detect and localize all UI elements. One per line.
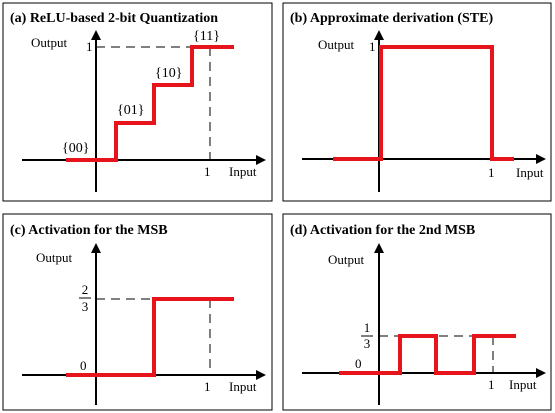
panel-b-x-tick: 1 (488, 165, 495, 180)
panel-a: (a) ReLU-based 2-bit Quantization Output… (2, 2, 273, 202)
panel-a-x-axis-label: Input (229, 164, 257, 179)
panel-a-code-00: {00} (62, 141, 89, 156)
panel-a-x-tick: 1 (204, 164, 211, 179)
panel-d-x-tick: 1 (488, 377, 495, 392)
panel-a-frame (2, 2, 273, 202)
panel-d-title: (d) Activation for the 2nd MSB (290, 223, 475, 238)
panel-d: (d) Activation for the 2nd MSB Output In… (282, 213, 552, 411)
panel-c-x-tick: 1 (204, 379, 211, 394)
panel-d-fraction-numerator: 1 (364, 320, 371, 335)
panel-a-quantization-curve (66, 45, 234, 162)
panel-b-y-axis-label: Output (318, 37, 355, 52)
panel-d-frame (282, 213, 552, 411)
panel-d-y-axis-label: Output (328, 252, 365, 267)
panel-b-frame (282, 2, 552, 202)
panel-b-y-tick: 1 (369, 39, 376, 54)
panel-a-title: (a) ReLU-based 2-bit Quantization (10, 11, 218, 26)
panel-c-y-tick-zero: 0 (80, 358, 87, 373)
panel-c-title: (c) Activation for the MSB (10, 223, 168, 238)
panel-c-fraction-numerator: 2 (82, 282, 89, 297)
panel-b: (b) Approximate derivation (STE) Output … (282, 2, 552, 202)
panel-c: (c) Activation for the MSB Output Input … (2, 213, 273, 411)
panel-a-code-10: {10} (155, 66, 182, 81)
panel-c-msb-curve (66, 297, 234, 377)
panel-d-x-axis-label: Input (509, 377, 537, 392)
panel-b-title: (b) Approximate derivation (STE) (290, 11, 493, 26)
panel-b-ste-curve (333, 45, 514, 161)
panel-d-fraction-denominator: 3 (364, 336, 371, 351)
panel-c-y-tick-fraction: 2 3 (79, 282, 91, 314)
panel-c-fraction-denominator: 3 (82, 299, 89, 314)
panel-c-frame (2, 213, 273, 411)
panel-c-y-axis-label: Output (36, 250, 73, 265)
panel-a-y-axis-label: Output (31, 35, 68, 50)
panel-d-y-tick-fraction: 1 3 (361, 320, 373, 351)
panel-b-x-axis-label: Input (516, 165, 544, 180)
panel-c-x-axis-label: Input (229, 379, 257, 394)
panel-d-second-msb-curve (339, 334, 516, 375)
panel-a-code-01: {01} (117, 103, 144, 118)
panel-a-y-tick: 1 (86, 39, 93, 54)
panel-a-code-11: {11} (193, 29, 220, 44)
panel-d-y-tick-zero: 0 (355, 356, 362, 371)
